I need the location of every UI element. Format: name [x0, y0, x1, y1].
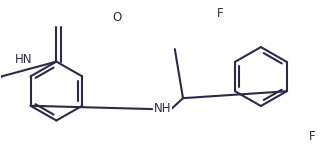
Text: O: O — [112, 11, 121, 24]
Text: HN: HN — [15, 53, 32, 66]
Text: NH: NH — [154, 101, 171, 115]
Text: F: F — [217, 7, 223, 20]
Text: F: F — [309, 130, 315, 143]
